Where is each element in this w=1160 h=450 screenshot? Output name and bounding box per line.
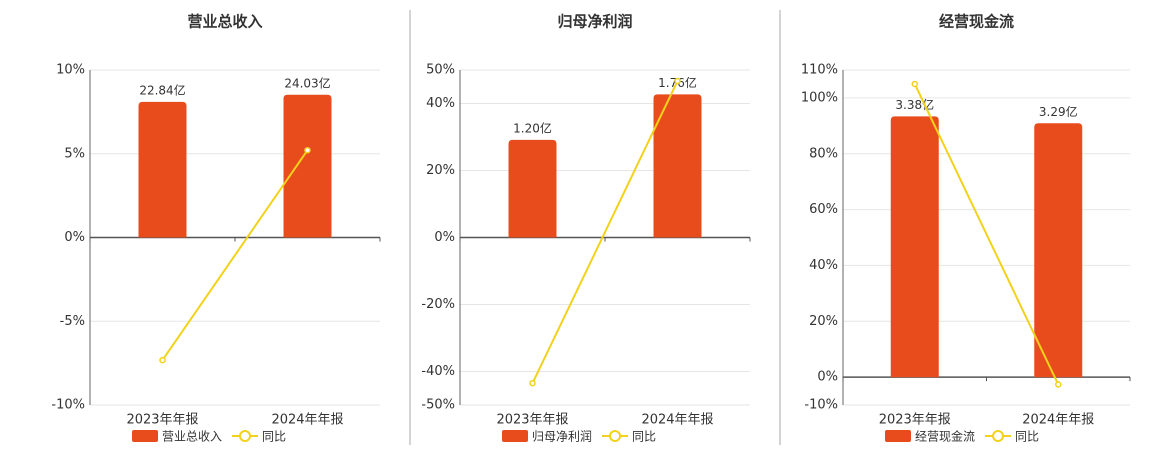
y-tick-label: 80% — [809, 146, 838, 161]
value-label: 3.38亿 — [895, 97, 934, 112]
x-tick-label: 2023年年报 — [879, 413, 951, 428]
chart-title: 营业总收入 — [187, 13, 262, 31]
line — [531, 80, 679, 384]
legend-marker — [609, 430, 622, 442]
line — [161, 149, 309, 361]
y-tick-label: 20% — [426, 163, 455, 178]
y-tick-label: 20% — [809, 314, 838, 329]
line-point — [529, 379, 536, 387]
chart-title: 归母净利润 — [557, 13, 632, 31]
y-tick-label: -20% — [421, 297, 455, 312]
legend-swatch — [132, 430, 158, 442]
bar — [653, 94, 702, 238]
legend-label: 经营现金流 — [915, 429, 975, 444]
y-tick-label: 0% — [817, 370, 838, 385]
legend-label: 归母净利润 — [532, 430, 592, 444]
x-tick-label: 2024年年报 — [1022, 413, 1094, 428]
legend-marker — [239, 430, 252, 442]
legend-swatch — [885, 430, 911, 442]
value-label: 1.20亿 — [513, 120, 552, 135]
bar — [508, 139, 557, 238]
legend-label: 营业总收入 — [162, 430, 222, 444]
y-tick-label: 60% — [809, 202, 838, 217]
y-tick-label: 10% — [56, 63, 85, 78]
value-label: 22.84亿 — [139, 82, 185, 97]
line-point — [911, 80, 918, 88]
y-tick-label: 0% — [64, 230, 85, 245]
y-tick-label: 40% — [809, 258, 838, 273]
legend-label: 同比 — [632, 430, 656, 444]
y-tick-label: 50% — [426, 63, 455, 78]
bar — [1034, 123, 1083, 378]
legend-label: 同比 — [262, 430, 286, 444]
y-tick-label: -40% — [421, 364, 455, 379]
x-tick-label: 2024年年报 — [271, 413, 343, 428]
x-tick-label: 2024年年报 — [641, 413, 713, 428]
y-tick-label: 100% — [801, 90, 838, 105]
line-point — [304, 146, 311, 154]
chart-title: 经营现金流 — [939, 13, 1014, 31]
line — [913, 83, 1060, 385]
y-tick-label: 40% — [426, 96, 455, 111]
line-point — [159, 356, 166, 364]
y-tick-label: 0% — [434, 230, 455, 245]
bar — [890, 116, 939, 378]
y-tick-label: -10% — [804, 398, 838, 413]
x-tick-label: 2023年年报 — [496, 413, 568, 428]
y-tick-label: 110% — [801, 63, 838, 78]
value-label: 3.29亿 — [1039, 104, 1078, 119]
y-tick-label: -5% — [60, 314, 85, 329]
y-tick-label: -50% — [421, 398, 455, 413]
bar — [138, 101, 187, 238]
legend-swatch — [502, 430, 528, 442]
legend-label: 同比 — [1015, 430, 1039, 444]
x-tick-label: 2023年年报 — [126, 413, 198, 428]
value-label: 24.03亿 — [284, 75, 330, 90]
legend-marker — [992, 430, 1005, 442]
y-tick-label: -10% — [51, 398, 85, 413]
line-point — [1055, 381, 1062, 388]
y-tick-label: 5% — [64, 146, 85, 161]
line-point — [674, 77, 681, 85]
bar — [283, 94, 332, 238]
